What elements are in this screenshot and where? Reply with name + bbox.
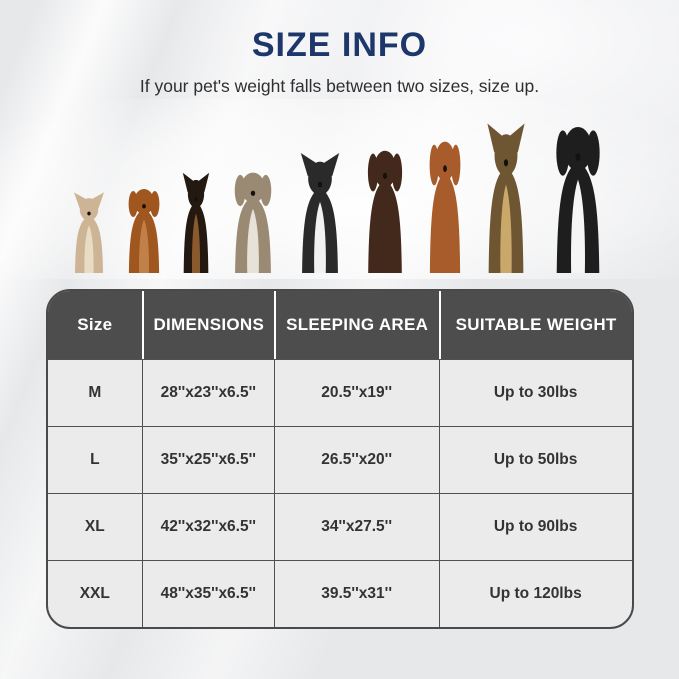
header-suitable-weight: SUITABLE WEIGHT [438, 291, 632, 359]
dog-german-shepherd-illustration [486, 123, 525, 273]
table-header-row: Size DIMENSIONS SLEEPING AREA SUITABLE W… [47, 291, 632, 359]
table-row-xl: XL 42''x32''x6.5'' 34''x27.5'' Up to 90l… [47, 493, 632, 560]
dog-french-bulldog-illustration [73, 192, 104, 273]
cell-m-size: M [88, 384, 102, 401]
cell-xxl-suitable-weight: Up to 120lbs [438, 561, 632, 627]
cell-xl-sleeping-area: 34''x27.5'' [273, 494, 439, 560]
header-size: Size [77, 315, 113, 334]
size-table: Size DIMENSIONS SLEEPING AREA SUITABLE W… [45, 289, 634, 629]
cell-l-dimensions: 35''x25''x6.5'' [142, 427, 273, 493]
cell-xxl-dimensions: 48''x35''x6.5'' [142, 561, 273, 627]
header-dimensions: DIMENSIONS [142, 291, 273, 359]
cell-m-dimensions: 28''x23''x6.5'' [142, 360, 273, 426]
dog-chocolate-labrador-illustration [367, 150, 402, 273]
cell-xl-dimensions: 42''x32''x6.5'' [142, 494, 273, 560]
table-row-xxl: XXL 48''x35''x6.5'' 39.5''x31'' Up to 12… [47, 560, 632, 627]
table-row-m: M 28''x23''x6.5'' 20.5''x19'' Up to 30lb… [47, 359, 632, 426]
cell-xl-suitable-weight: Up to 90lbs [438, 494, 632, 560]
cell-m-sleeping-area: 20.5''x19'' [273, 360, 439, 426]
table-row-l: L 35''x25''x6.5'' 26.5''x20'' Up to 50lb… [47, 426, 632, 493]
dog-english-bulldog-illustration [234, 172, 271, 273]
dog-bernese-mountain-dog-illustration [555, 127, 600, 273]
cell-xxl-sleeping-area: 39.5''x31'' [273, 561, 439, 627]
dog-vizsla-illustration [429, 141, 460, 273]
page-title: SIZE INFO [251, 26, 428, 64]
cell-m-suitable-weight: Up to 30lbs [438, 360, 632, 426]
cell-xxl-size: XXL [79, 585, 110, 602]
header-sleeping-area: SLEEPING AREA [273, 291, 439, 359]
dogs-lineup [0, 99, 679, 279]
cell-xl-size: XL [84, 518, 105, 535]
dog-cavalier-spaniel-illustration [128, 189, 159, 273]
dog-border-collie-illustration [300, 153, 339, 273]
cell-l-sleeping-area: 26.5''x20'' [273, 427, 439, 493]
dog-miniature-pinscher-illustration [182, 172, 209, 273]
cell-l-suitable-weight: Up to 50lbs [438, 427, 632, 493]
cell-l-size: L [90, 451, 100, 468]
page-subtitle: If your pet's weight falls between two s… [139, 76, 540, 96]
